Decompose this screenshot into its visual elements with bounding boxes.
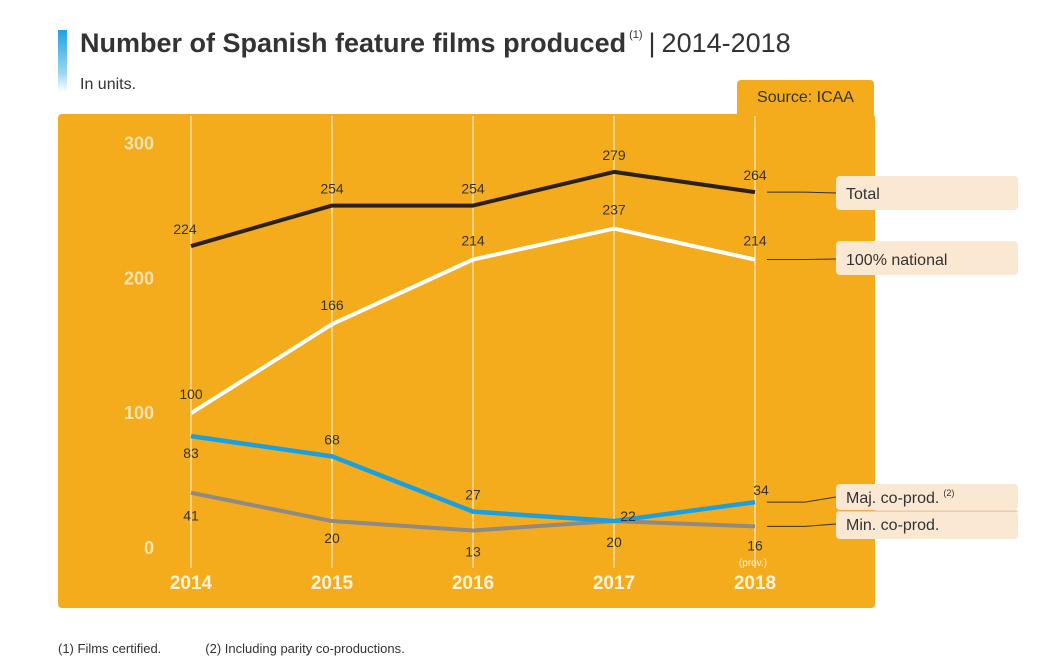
source-tab: Source: ICAA — [737, 80, 874, 115]
data-label-national-2015: 166 — [320, 297, 344, 313]
legend-box-min — [836, 511, 1018, 539]
legend-label-national: 100% national — [846, 252, 947, 269]
data-label-total-2016: 254 — [461, 181, 485, 197]
data-label-min-2016: 13 — [465, 543, 481, 559]
data-label-min-2014: 41 — [183, 508, 199, 524]
y-tick-100: 100 — [124, 403, 154, 423]
leader-line-total — [767, 191, 837, 194]
data-label-total-2015: 254 — [320, 181, 344, 197]
data-label-min-2018: 16 — [747, 537, 763, 553]
y-tick-0: 0 — [144, 538, 154, 558]
legend-note-maj: (2) — [943, 488, 954, 498]
legend-box-total — [836, 176, 1018, 210]
data-label-total-2014: 224 — [173, 221, 197, 237]
title-period: 2014-2018 — [661, 28, 791, 58]
series-line-maj — [190, 433, 756, 524]
leader-line-min — [767, 523, 837, 527]
data-label-total-2018: 264 — [743, 167, 767, 183]
data-label-min-2017: 20 — [606, 534, 622, 550]
legend-box-national — [836, 241, 1018, 275]
y-tick-300: 300 — [124, 134, 154, 154]
x-tick-2014: 2014 — [170, 573, 213, 594]
x-tick-2016: 2016 — [452, 573, 494, 594]
data-label-maj-2015: 68 — [324, 431, 340, 447]
title-separator: | — [648, 28, 656, 58]
title-text: Number of Spanish feature films produced — [80, 28, 627, 58]
x-tick-2015: 2015 — [311, 573, 354, 594]
series-line-total — [190, 169, 756, 248]
title-note: (1) — [629, 29, 643, 41]
chart-subtitle: In units. — [80, 76, 137, 93]
footnote-2: (2) Including parity co-productions. — [205, 641, 405, 656]
legend-box-maj — [836, 484, 1018, 510]
series-line-min — [190, 490, 756, 533]
leader-line-maj — [767, 496, 837, 503]
chart-title: Number of Spanish feature films produced… — [80, 28, 791, 59]
data-label-national-2016: 214 — [461, 233, 485, 249]
leader-line-national — [767, 258, 837, 261]
data-label-maj-2018: 34 — [753, 482, 769, 498]
data-label-national-2017: 237 — [602, 202, 626, 218]
y-tick-200: 200 — [124, 268, 154, 288]
data-label-maj-2017: 22 — [620, 508, 636, 524]
x-tick-note: (prov.) — [739, 558, 767, 569]
data-label-maj-2014: 83 — [183, 445, 199, 461]
x-tick-2017: 2017 — [593, 573, 635, 594]
data-label-national-2014: 100 — [179, 386, 203, 402]
data-label-min-2015: 20 — [324, 530, 340, 546]
footnotes: (1) Films certified. (2) Including parity… — [58, 641, 405, 656]
legend-label-maj: Maj. co-prod. (2) — [846, 488, 954, 507]
legend-label-total: Total — [846, 186, 880, 203]
legend-label-min: Min. co-prod. — [846, 517, 939, 534]
data-label-maj-2016: 27 — [465, 487, 481, 503]
series-line-national — [189, 226, 756, 415]
footnote-1: (1) Films certified. — [58, 641, 162, 656]
data-label-total-2017: 279 — [602, 147, 626, 163]
x-tick-2018: 2018 — [734, 573, 776, 594]
data-label-national-2018: 214 — [743, 233, 767, 249]
title-accent-bar — [58, 30, 67, 92]
